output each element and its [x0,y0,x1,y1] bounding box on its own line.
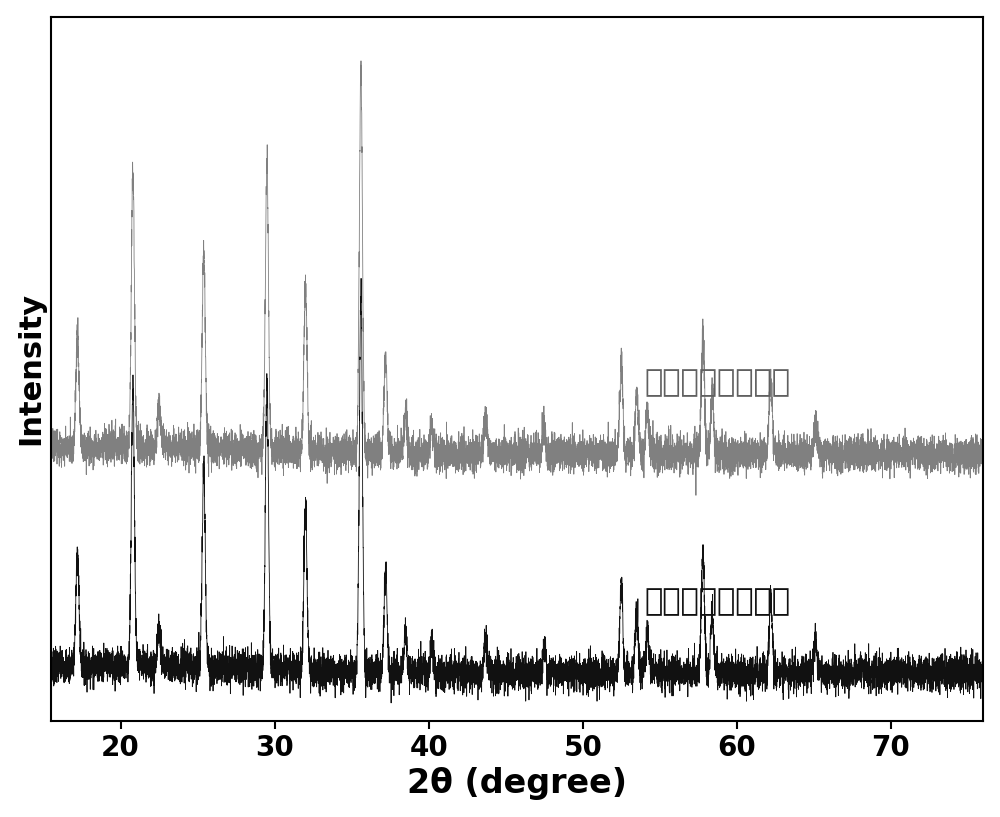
Text: 包覆后的磷酸鐵锂: 包覆后的磷酸鐵锂 [644,368,790,397]
X-axis label: 2θ (degree): 2θ (degree) [407,767,627,801]
Y-axis label: Intensity: Intensity [17,292,46,445]
Text: 包覆前的磷酸鐵锂: 包覆前的磷酸鐵锂 [644,587,790,616]
